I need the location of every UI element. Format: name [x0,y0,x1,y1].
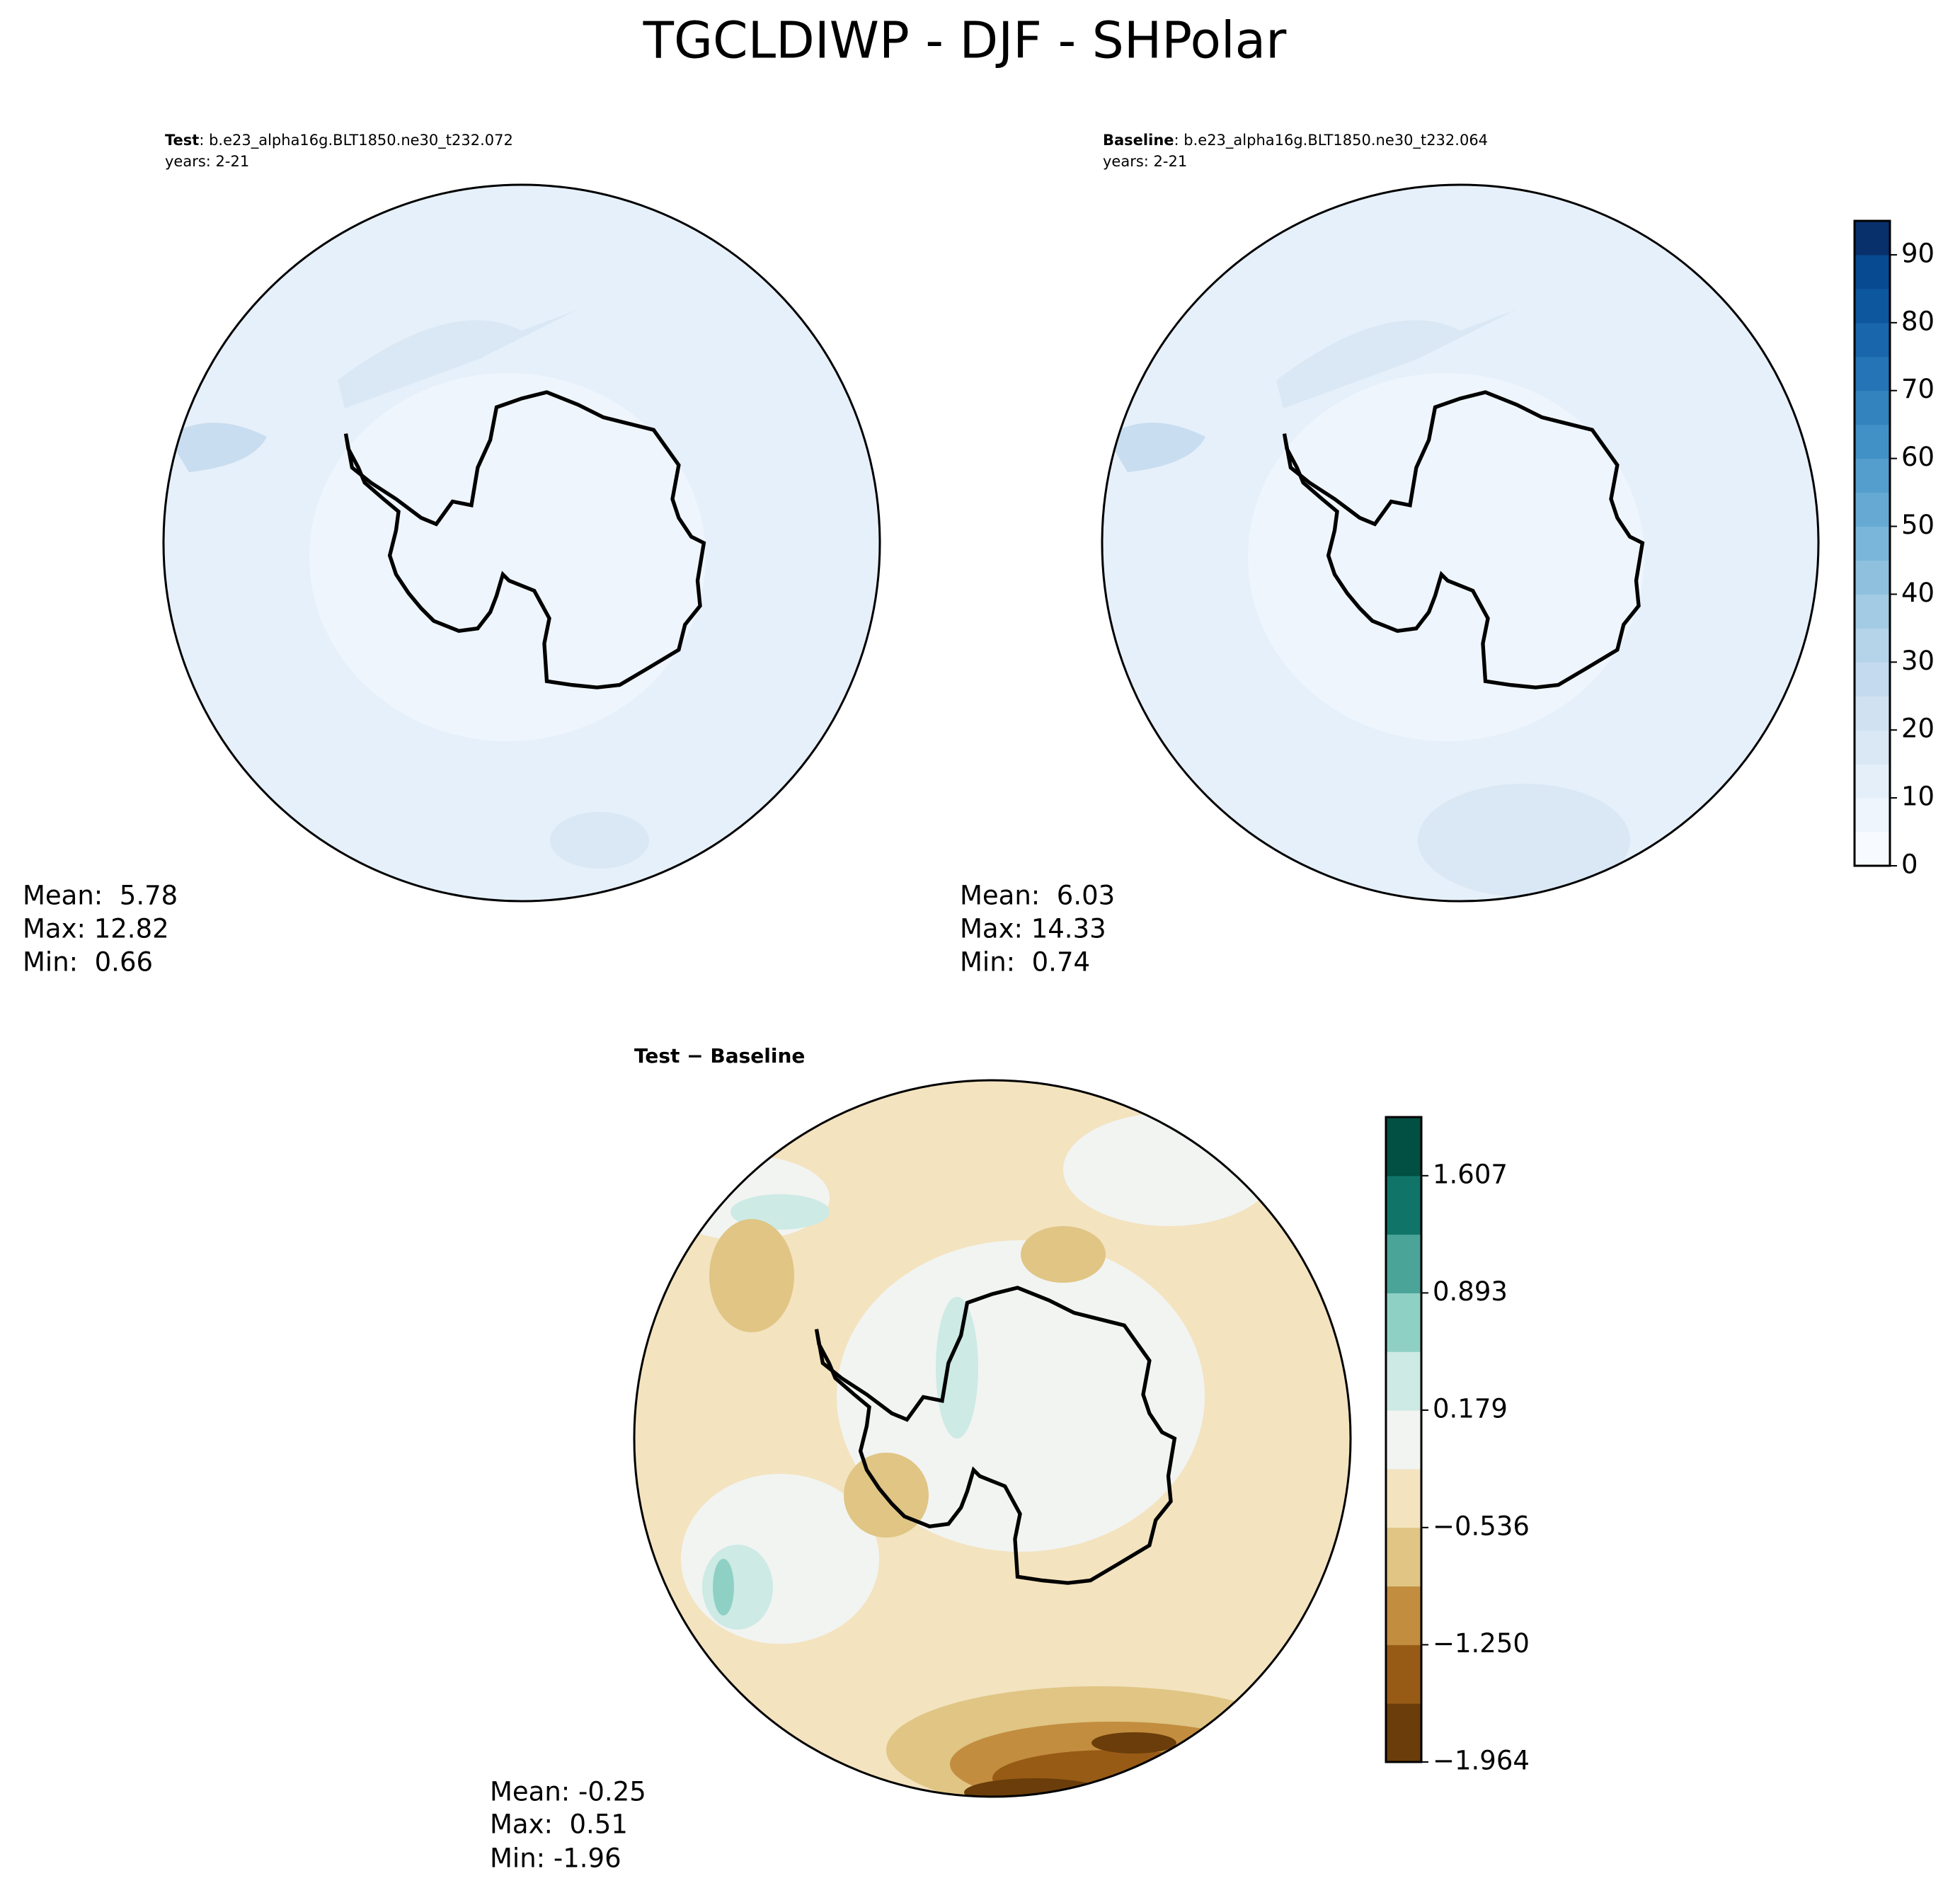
colorbar-band [1855,288,1890,324]
tick-label: 60 [1901,442,1935,472]
tick-label: 0.893 [1433,1276,1508,1307]
colorbar-band [1855,764,1890,799]
case-name: : b.e23_alpha16g.BLT1850.ne30_t232.072 [199,132,513,149]
colorbar-band [1386,1703,1421,1763]
map-baseline [1101,183,1820,903]
panel-title: Test − Baseline [634,1044,805,1068]
colorbar-band [1855,424,1890,459]
map-difference [633,1079,1352,1798]
colorbar-band [1855,730,1890,765]
tick-label: −1.964 [1433,1746,1530,1776]
tick-label: 70 [1901,374,1935,404]
colorbar-band [1855,628,1890,663]
stat: Mean: -0.25 [490,1777,646,1807]
colorbar-band [1386,1586,1421,1645]
colorbar-band [1855,832,1890,866]
colorbar-band [1386,1644,1421,1704]
colorbar-band [1386,1175,1421,1235]
tick-label: 0.179 [1433,1393,1508,1424]
years: years: 2-21 [1103,153,1187,170]
figure-title: TGCLDIWP - DJF - SHPolar [643,11,1288,70]
map-test [162,183,881,903]
colorbar-band [1386,1351,1421,1411]
colorbar-band [1386,1234,1421,1293]
colorbar-band [1855,798,1890,833]
stat: Mean: 5.78 [23,881,178,911]
panel-header: Test: b.e23_alpha16g.BLT1850.ne30_t232.0… [165,132,513,149]
colorbar-band [1855,390,1890,425]
case-name: : b.e23_alpha16g.BLT1850.ne30_t232.064 [1174,132,1489,149]
colorbar-band [1386,1527,1421,1587]
stat: Max: 14.33 [960,914,1106,944]
tick-label: −0.536 [1433,1511,1530,1541]
stat: Mean: 6.03 [960,881,1115,911]
colorbar-band [1386,1468,1421,1528]
colorbar-band [1855,560,1890,595]
tick-label: 50 [1901,510,1935,540]
colorbar-band [1855,662,1890,697]
colorbar-band [1855,458,1890,493]
colorbar-band [1386,1293,1421,1352]
colorbar-band [1855,696,1890,731]
colorbar-band [1855,221,1890,256]
tick-label: 40 [1901,578,1935,608]
colorbar-band [1386,1117,1421,1177]
tick-label: 0 [1901,849,1918,880]
panel-label: Test [165,132,199,149]
colorbar-band [1855,356,1890,391]
tick-label: 1.607 [1433,1159,1508,1189]
stat: Min: -1.96 [490,1843,621,1874]
tick-label: 80 [1901,306,1935,336]
tick-label: 10 [1901,782,1935,812]
colorbar-frame [1385,1116,1423,1763]
panel-header: Baseline: b.e23_alpha16g.BLT1850.ne30_t2… [1103,132,1488,149]
stat: Max: 0.51 [490,1809,628,1840]
tick-label: 20 [1901,714,1935,744]
colorbar-band [1855,492,1890,527]
stat: Min: 0.66 [23,947,153,978]
stat: Max: 12.82 [23,914,169,944]
colorbar-band [1855,526,1890,561]
colorbar-band [1855,322,1890,357]
colorbar-band [1855,594,1890,629]
tick-label: −1.250 [1433,1628,1530,1659]
tick-label: 90 [1901,238,1935,268]
years: years: 2-21 [165,153,249,170]
colorbar-band [1386,1410,1421,1470]
colorbar-frame [1853,219,1891,867]
tick-label: 30 [1901,646,1935,676]
colorbar-band [1855,254,1890,290]
stat: Min: 0.74 [960,947,1090,978]
panel-label: Baseline [1103,132,1174,149]
